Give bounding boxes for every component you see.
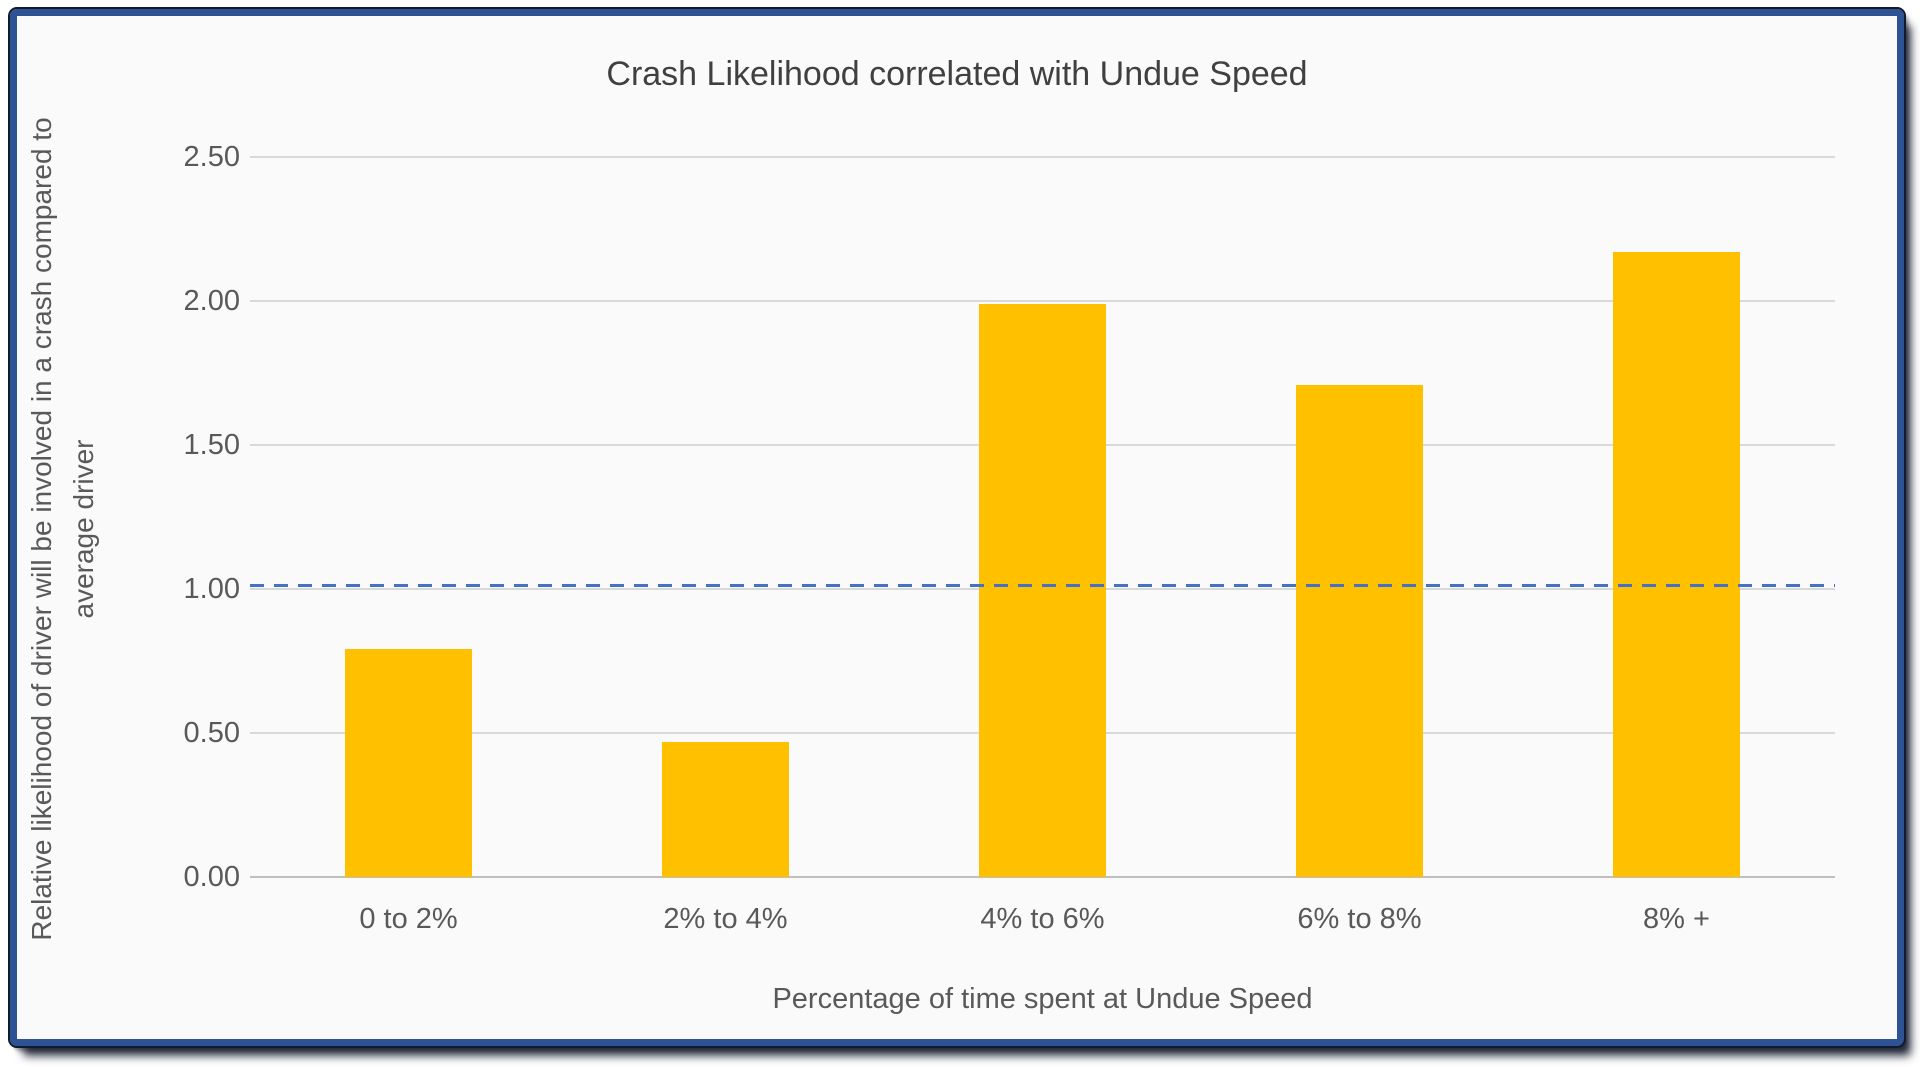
y-tick-label-0.00: 0.00 bbox=[183, 861, 240, 893]
x-axis-line bbox=[250, 876, 1835, 878]
y-axis-title-line-2: average driver bbox=[68, 439, 99, 619]
chart-title: Crash Likelihood correlated with Undue S… bbox=[606, 55, 1308, 93]
bar-6-to-8 bbox=[1296, 384, 1423, 877]
x-category-label-4-to-6: 4% to 6% bbox=[980, 903, 1105, 935]
gridline-2.50 bbox=[250, 156, 1835, 158]
x-category-labels: 0 to 2% 2% to 4% 4% to 6% 6% to 8% 8% + bbox=[250, 900, 1835, 938]
x-category-label-2-to-4: 2% to 4% bbox=[663, 903, 788, 935]
y-tick-label-0.50: 0.50 bbox=[183, 717, 240, 749]
x-axis-title: Percentage of time spent at Undue Speed bbox=[772, 983, 1313, 1015]
y-axis-title-line-1: Relative likelihood of driver will be in… bbox=[26, 117, 57, 941]
chart-frame: Crash Likelihood correlated with Undue S… bbox=[8, 7, 1906, 1048]
y-tick-label-1.50: 1.50 bbox=[183, 429, 240, 461]
bar-2-to-4 bbox=[662, 741, 789, 877]
bar-0-to-2 bbox=[345, 649, 472, 877]
x-category-label-6-to-8: 6% to 8% bbox=[1297, 903, 1422, 935]
y-axis-title: Relative likelihood of driver will be in… bbox=[21, 117, 105, 940]
bar-4-to-6 bbox=[979, 303, 1106, 877]
gridline-2.00 bbox=[250, 300, 1835, 302]
plot-area bbox=[250, 156, 1835, 878]
y-tick-label-2.00: 2.00 bbox=[183, 285, 240, 317]
x-category-label-0-to-2: 0 to 2% bbox=[359, 903, 458, 935]
y-tick-label-1.00: 1.00 bbox=[183, 573, 240, 605]
bar-8 bbox=[1613, 252, 1740, 877]
chart-area: Crash Likelihood correlated with Undue S… bbox=[17, 16, 1897, 1039]
y-tick-label-2.50: 2.50 bbox=[183, 141, 240, 173]
x-category-label-8: 8% + bbox=[1643, 903, 1710, 935]
average-driver-reference-line bbox=[250, 584, 1835, 587]
